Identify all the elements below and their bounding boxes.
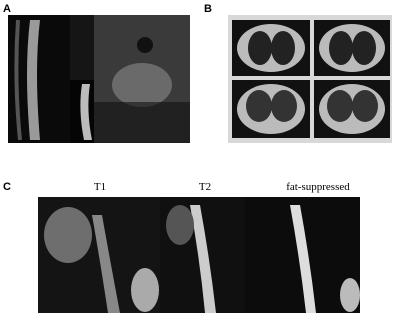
lung — [271, 90, 297, 122]
panel-label: A — [3, 3, 11, 15]
panel-a-images — [8, 15, 190, 143]
brain — [166, 205, 194, 245]
panel-label: B — [204, 3, 212, 15]
mass — [131, 268, 159, 312]
spine — [27, 20, 40, 140]
panel-c-images — [38, 197, 360, 313]
mass — [340, 278, 360, 312]
column-label: T2 — [199, 181, 211, 193]
airway — [137, 37, 153, 53]
panel-label: C — [3, 181, 11, 193]
column-label: T1 — [94, 181, 106, 193]
lung — [271, 31, 295, 65]
vertebra — [112, 63, 172, 107]
cord — [190, 205, 216, 313]
lung — [246, 90, 272, 122]
lung — [352, 31, 376, 65]
panel-b-images — [228, 15, 392, 143]
tissue — [14, 19, 22, 141]
cord — [92, 215, 120, 313]
lung — [327, 90, 353, 122]
lower-region — [94, 102, 190, 143]
lung — [352, 90, 378, 122]
lung — [248, 31, 272, 65]
brain — [44, 207, 92, 263]
lung — [329, 31, 353, 65]
cord — [290, 205, 316, 313]
spine-small — [80, 84, 92, 140]
scan-strip — [70, 15, 94, 80]
column-label: fat-suppressed — [286, 181, 350, 193]
